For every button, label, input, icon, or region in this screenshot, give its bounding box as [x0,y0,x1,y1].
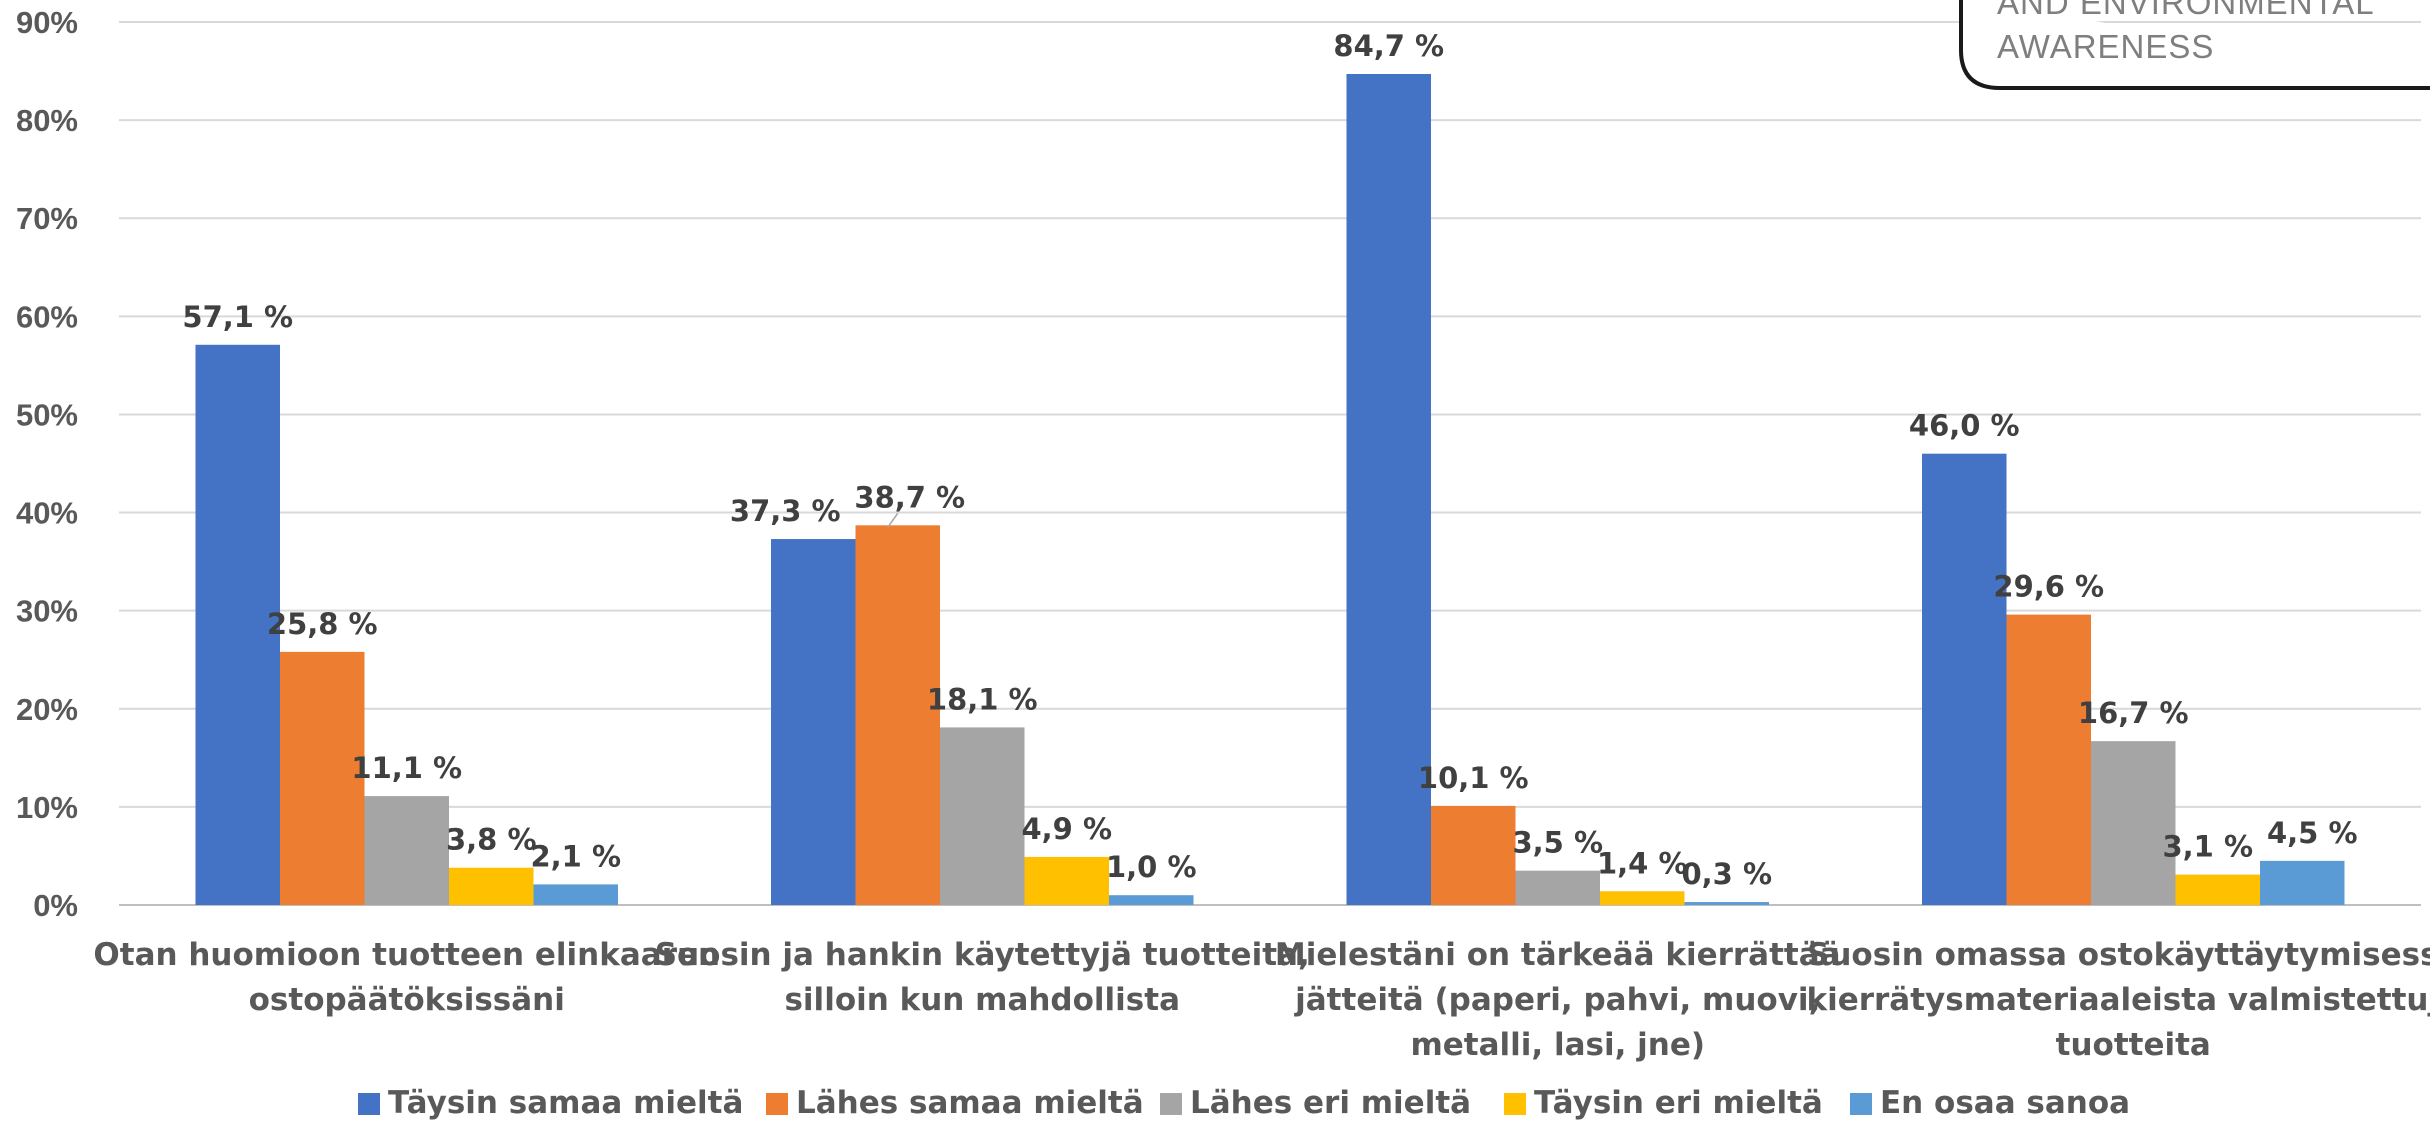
data-label: 10,1 % [1418,761,1529,795]
legend-swatch [1504,1093,1526,1115]
bar [449,867,534,905]
data-label: 38,7 % [854,480,965,514]
legend-swatch [766,1093,788,1115]
bar [364,796,449,905]
y-tick-label: 90% [16,5,78,40]
data-label: 29,6 % [1993,570,2104,604]
y-tick-label: 10% [16,790,78,825]
data-label: 18,1 % [927,682,1038,716]
y-axis-ticks: 0% 10% 20% 30% 40% 50% 60% 70% 80% 90% [16,5,78,923]
data-label: 3,5 % [1512,826,1603,860]
legend-label: Lähes samaa mieltä [796,1085,1144,1121]
stamp-line-2: AWARENESS [1997,28,2214,65]
corner-stamp: AND ENVIRONMENTAL AWARENESS [1959,0,2430,90]
category-labels: Otan huomioon tuotteen elinkaaren ostopää… [93,937,2430,1063]
data-labels: 57,1 % 25,8 % 11,1 % 3,8 %2,1 % 37,3 % 38,7 %… [182,29,2357,891]
y-tick-label: 20% [16,692,78,727]
legend: Täysin samaa mieltä Lähes samaa mieltä Läh… [358,1085,2130,1121]
bar [771,539,856,905]
bar [1922,453,2007,905]
data-label: 4,5 % [2267,816,2358,850]
data-label: 84,7 % [1333,29,1444,63]
bar [1109,895,1194,905]
category-label: Mielestäni on tärkeää kierrättää jätteitä… [1275,937,1841,1063]
data-label: 57,1 % [182,300,293,334]
legend-label: Lähes eri mieltä [1190,1085,1471,1121]
legend-label: Täysin eri mieltä [1534,1085,1823,1121]
bar [280,651,365,905]
y-tick-label: 60% [16,299,78,334]
bar [195,344,280,906]
bar [2091,741,2176,905]
category-label: Suosin ja hankin käytettyjä tuotteita, si… [655,937,1310,1018]
bar [1346,73,1431,905]
y-tick-label: 40% [16,496,78,531]
data-label: 11,1 % [351,751,462,785]
data-label: 0,3 % [1681,857,1772,891]
bar [533,884,618,905]
data-label: 25,8 % [267,607,378,641]
category-label: Otan huomioon tuotteen elinkaaren ostopää… [93,937,720,1018]
stamp-line-1: AND ENVIRONMENTAL [1997,0,2375,21]
legend-label: En osaa sanoa [1880,1085,2130,1121]
y-tick-label: 80% [16,103,78,138]
bar [2006,614,2091,905]
bar [1600,891,1685,905]
data-label: 3,1 % [2162,830,2253,864]
data-label: 1,4 % [1597,846,1688,880]
legend-swatch [1850,1093,1872,1115]
bar [1024,856,1109,905]
bar [940,727,1025,905]
data-label: 4,9 % [1021,812,1112,846]
bar [1515,870,1600,905]
category-label: Suosin omassa ostokäyttäytymisessä kierrä… [1806,937,2430,1063]
bar [2260,860,2345,905]
bars [195,73,2345,906]
data-label: 37,3 % [730,494,841,528]
data-label: 46,0 % [1909,409,2020,443]
legend-swatch [358,1093,380,1115]
bar [855,525,940,905]
bar [2175,874,2260,905]
y-tick-label: 0% [33,888,78,923]
y-tick-label: 70% [16,201,78,236]
data-label: 3,8 % [446,823,537,857]
data-label: 2,1 % [530,839,621,873]
y-tick-label: 30% [16,594,78,629]
bar [1431,805,1516,905]
legend-label: Täysin samaa mieltä [388,1085,743,1121]
leader-line [887,512,899,528]
data-label: 16,7 % [2078,696,2189,730]
stamp-frame [1959,0,2430,90]
legend-swatch [1160,1093,1182,1115]
bar [1684,902,1769,905]
data-label: 1,0 % [1106,850,1197,884]
y-tick-label: 50% [16,397,78,432]
